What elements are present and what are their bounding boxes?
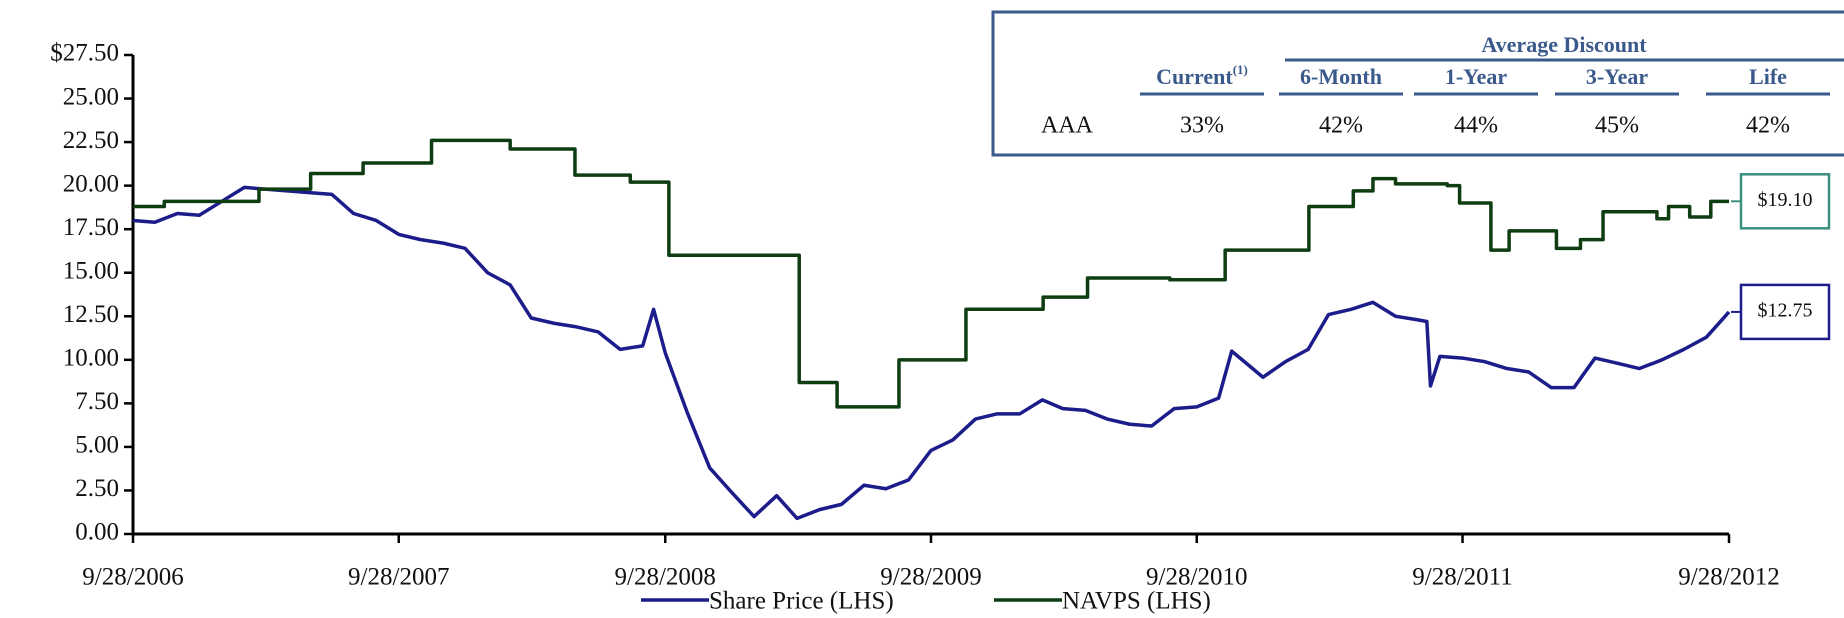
row-label: AAA: [1041, 113, 1094, 139]
table-cell: 44%: [1454, 113, 1498, 139]
y-tick-label: 22.50: [63, 127, 119, 154]
y-tick-label: 12.50: [63, 301, 119, 328]
column-header: 1-Year: [1445, 64, 1508, 89]
x-tick-label: 9/28/2012: [1678, 564, 1779, 591]
column-header: 6-Month: [1300, 64, 1382, 89]
table-cell: 45%: [1595, 113, 1639, 139]
discount-table-frame: [991, 10, 1844, 157]
y-tick-label: 0.00: [75, 519, 119, 546]
legend-label: Share Price (LHS): [709, 588, 894, 615]
y-tick-label: 25.00: [63, 83, 119, 110]
x-tick-label: 9/28/2011: [1412, 564, 1512, 591]
end-label-box: [1739, 283, 1831, 341]
x-tick-label: 9/28/2007: [348, 564, 449, 591]
column-header: Life: [1749, 64, 1787, 89]
column-label: 6-Month: [1300, 64, 1382, 89]
y-tick-label: 10.00: [63, 345, 119, 372]
y-tick-label: 7.50: [75, 388, 119, 415]
column-label: Current: [1156, 64, 1233, 89]
y-tick-label: 2.50: [75, 475, 119, 502]
column-header: 3-Year: [1586, 64, 1649, 89]
y-tick-label: 5.00: [75, 432, 119, 459]
table-cell: 42%: [1746, 113, 1790, 139]
end-label: $12.75: [1758, 300, 1813, 322]
legend-label: NAVPS (LHS): [1062, 588, 1211, 615]
column-label: 1-Year: [1445, 64, 1508, 89]
end-label: $19.10: [1758, 189, 1813, 211]
end-label-box: [1739, 173, 1831, 230]
column-header: Current(1): [1156, 62, 1248, 89]
table-cell: 42%: [1319, 113, 1363, 139]
y-tick-label: 15.00: [63, 257, 119, 284]
column-label: Life: [1749, 64, 1787, 89]
y-tick-label: 20.00: [63, 170, 119, 197]
column-label: 3-Year: [1586, 64, 1649, 89]
column-footnote: (1): [1233, 62, 1248, 77]
table-cell: 33%: [1180, 113, 1224, 139]
x-tick-label: 9/28/2009: [880, 564, 981, 591]
series-line: [133, 138, 1729, 409]
x-tick-label: 9/28/2010: [1146, 564, 1247, 591]
x-tick-label: 9/28/2008: [615, 564, 716, 591]
y-tick-label: $27.50: [50, 40, 119, 67]
table-title: Average Discount: [1481, 32, 1647, 57]
series-line: [132, 185, 1731, 521]
y-tick-label: 17.50: [63, 214, 119, 241]
x-tick-label: 9/28/2006: [82, 564, 183, 591]
